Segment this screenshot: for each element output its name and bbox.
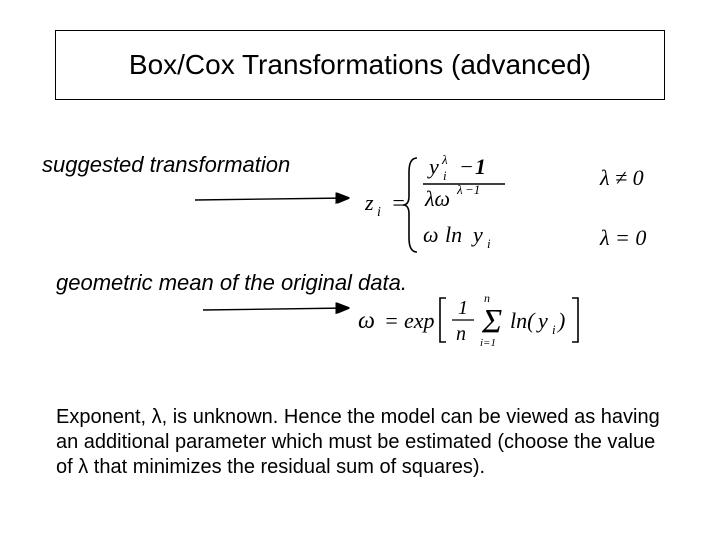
body-paragraph: Exponent, λ, is unknown. Hence the model…: [56, 405, 666, 480]
